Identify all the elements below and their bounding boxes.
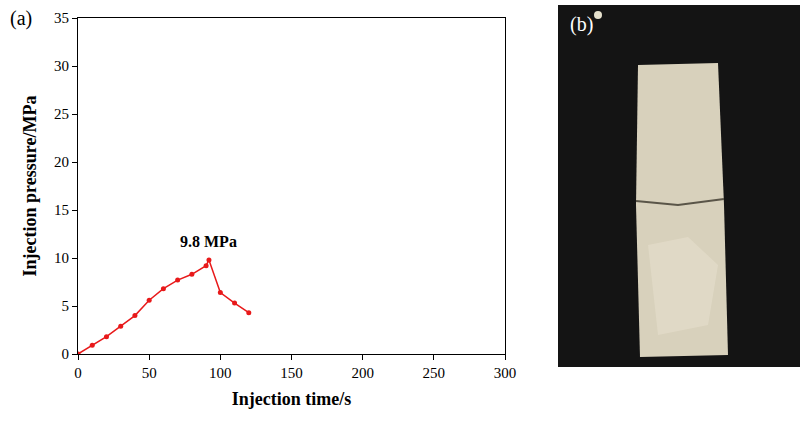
svg-text:100: 100 — [209, 365, 232, 381]
svg-text:250: 250 — [423, 365, 446, 381]
svg-text:Injection time/s: Injection time/s — [232, 389, 351, 409]
svg-text:150: 150 — [280, 365, 303, 381]
svg-text:25: 25 — [54, 106, 69, 122]
svg-text:200: 200 — [351, 365, 374, 381]
svg-text:15: 15 — [54, 202, 69, 218]
svg-text:35: 35 — [54, 10, 69, 26]
svg-text:0: 0 — [62, 346, 70, 362]
svg-text:Injection pressure/MPa: Injection pressure/MPa — [20, 96, 40, 277]
svg-text:300: 300 — [494, 365, 517, 381]
svg-text:30: 30 — [54, 58, 69, 74]
svg-text:0: 0 — [74, 365, 82, 381]
svg-text:10: 10 — [54, 250, 69, 266]
svg-text:5: 5 — [62, 298, 70, 314]
svg-text:9.8 MPa: 9.8 MPa — [180, 233, 237, 250]
svg-text:(a): (a) — [10, 7, 32, 30]
svg-text:50: 50 — [142, 365, 157, 381]
svg-text:20: 20 — [54, 154, 69, 170]
html-text:(b): (b) — [570, 13, 594, 35]
